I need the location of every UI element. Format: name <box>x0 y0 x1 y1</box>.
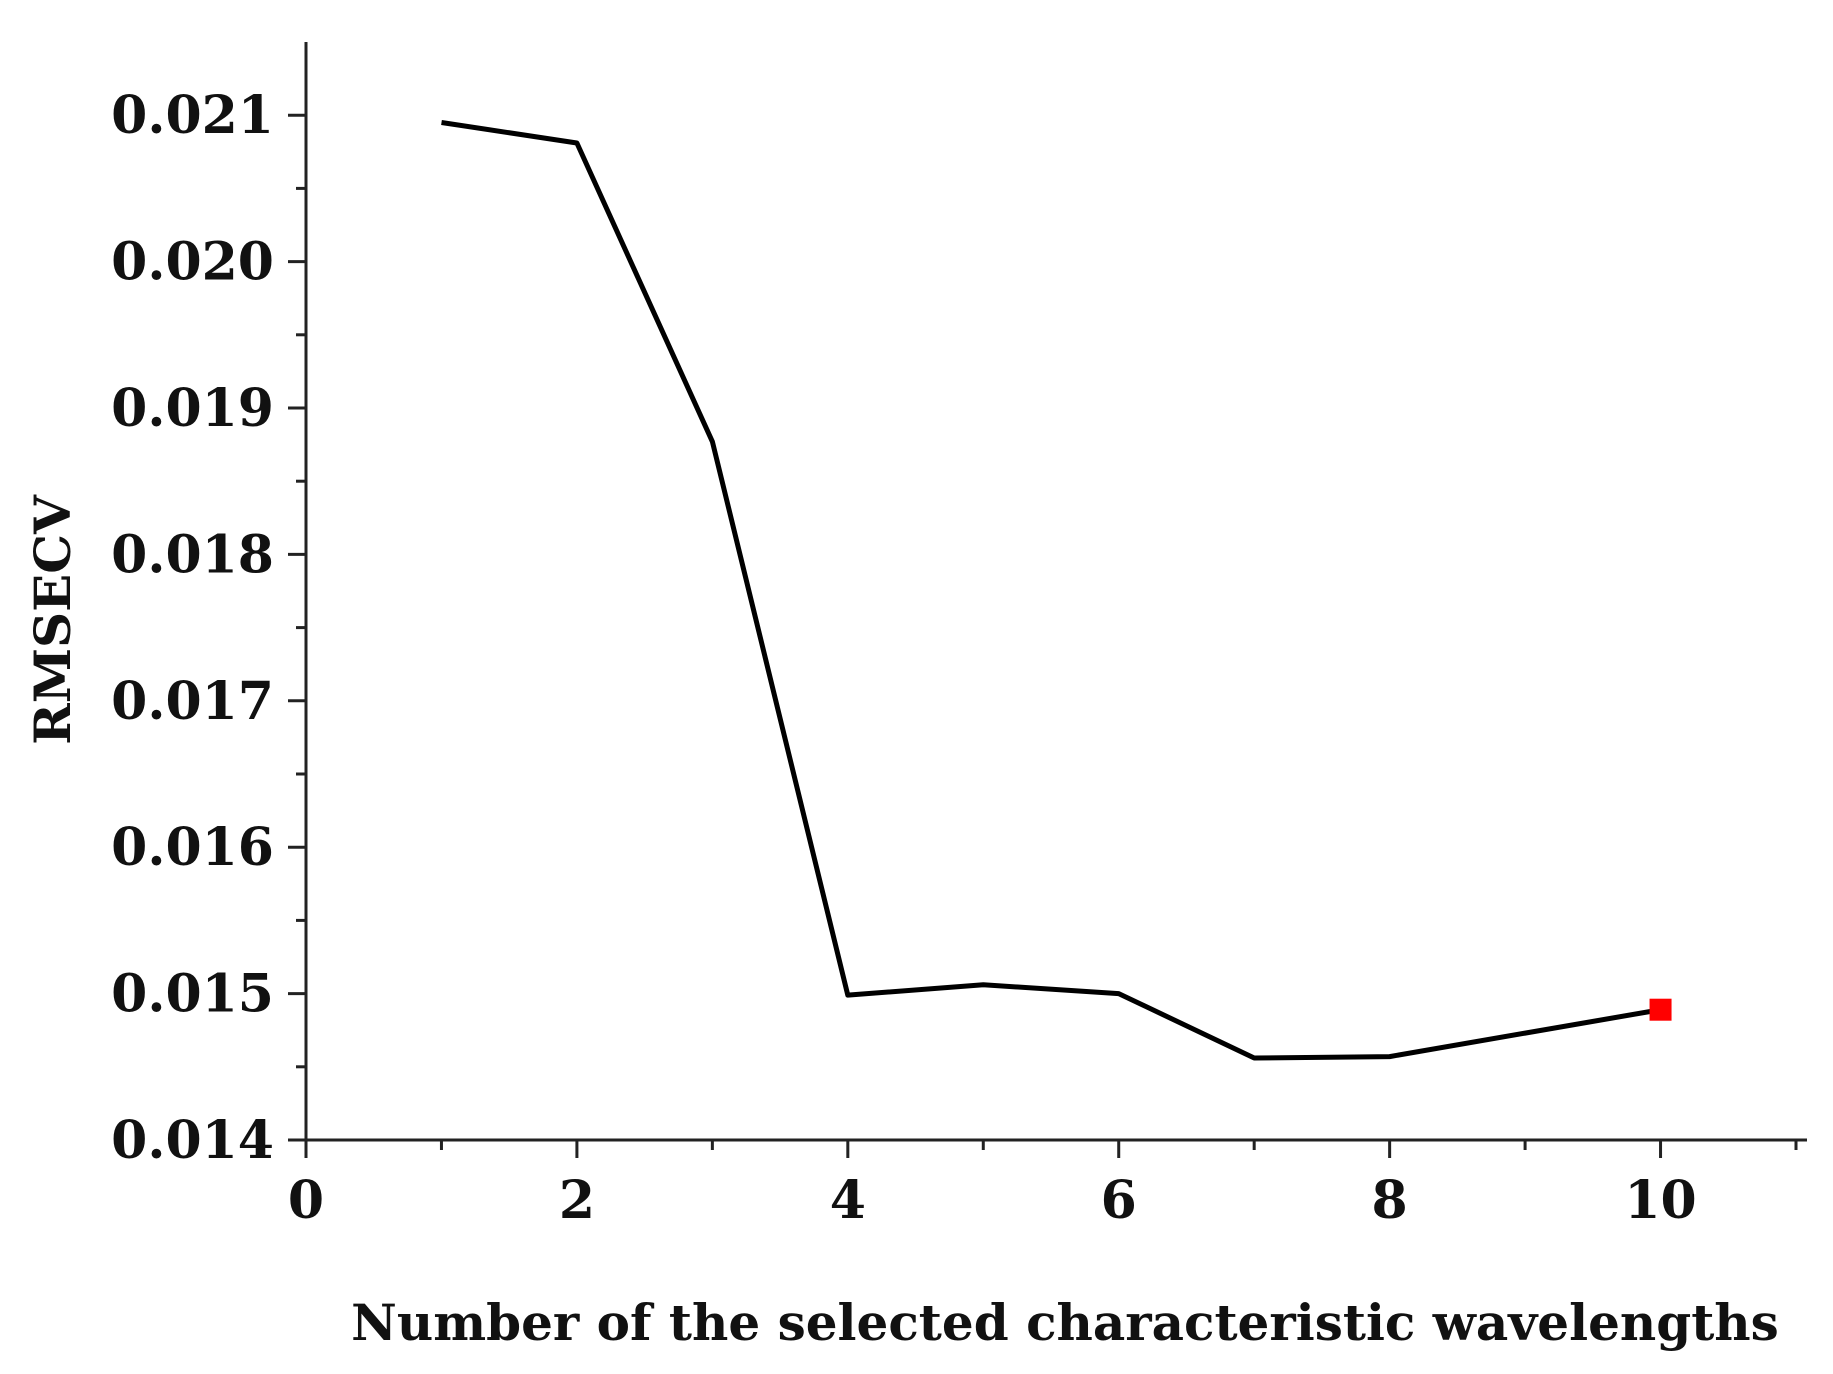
x-tick-label: 10 <box>1624 1170 1696 1231</box>
y-tick-label: 0.017 <box>111 671 274 732</box>
series <box>441 120 1672 1061</box>
y-tick-label: 0.015 <box>111 964 274 1025</box>
y-tick-label: 0.019 <box>111 378 274 439</box>
axes <box>304 42 1807 1142</box>
ticks <box>288 113 1798 1158</box>
x-tick-label: 8 <box>1372 1170 1408 1231</box>
series-line <box>441 120 1661 1061</box>
highlight-marker <box>1649 998 1672 1021</box>
x-tick-label: 2 <box>559 1170 595 1231</box>
tick-labels: 0 2 4 6 8 10 0.014 0.015 0.016 0.017 0.018 0.019 0.0… <box>111 85 1697 1231</box>
y-tick-label: 0.021 <box>111 85 274 146</box>
x-tick-label: 4 <box>830 1170 866 1231</box>
y-tick-label: 0.018 <box>111 524 274 585</box>
x-tick-label: 0 <box>288 1170 324 1231</box>
y-axis-title: RMSECV <box>23 494 82 745</box>
x-axis-title: Number of the selected characteristic wa… <box>351 1293 1779 1352</box>
y-tick-label: 0.020 <box>111 232 274 293</box>
x-tick-label: 6 <box>1101 1170 1137 1231</box>
y-tick-label: 0.016 <box>111 817 274 878</box>
y-tick-label: 0.014 <box>111 1110 274 1171</box>
